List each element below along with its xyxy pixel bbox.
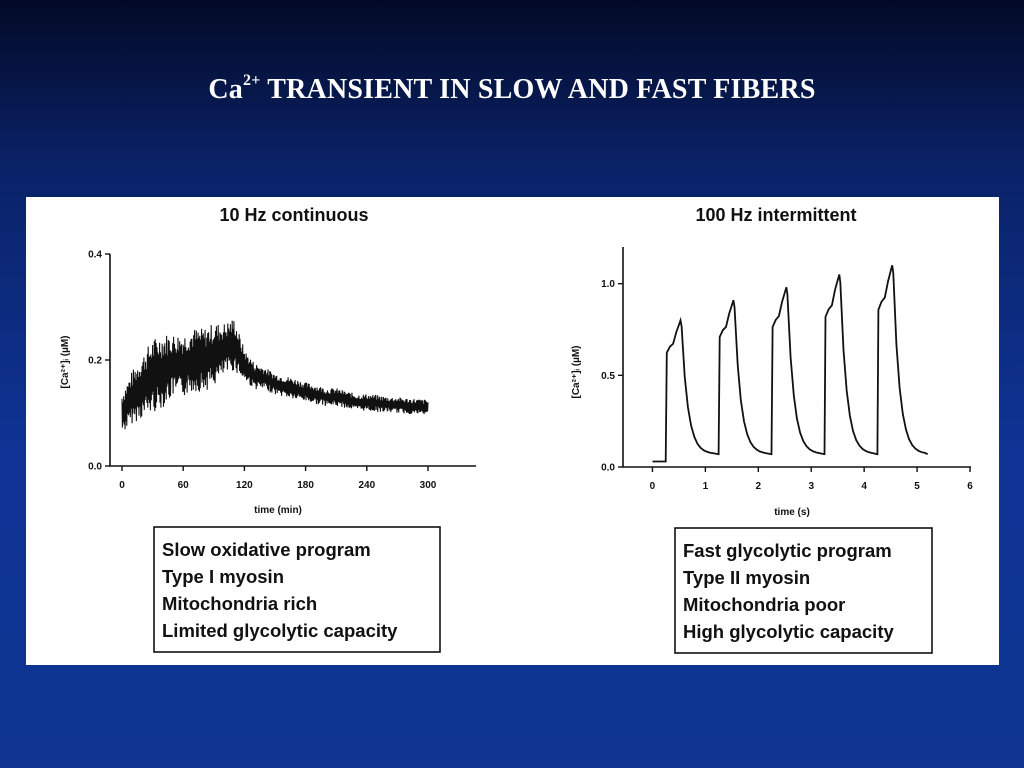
ytick-label: 1.0 [601,279,615,290]
chart-right-axes [622,247,971,468]
left-box-line-1: Slow oxidative program [162,539,371,560]
xtick-label: 300 [420,480,437,491]
right-box-line-2: Type II myosin [683,567,810,588]
left-box-line-2: Type I myosin [162,566,284,587]
chart-right-xlabel: time (s) [774,507,810,518]
xtick-label: 2 [756,481,762,492]
chart-left-ylabel: [Ca²⁺]ᵢ (µM) [60,336,71,389]
chart-right: 100 Hz intermittent 0.0 0.5 1.0 0 1 2 3 4 5 6 ti… [571,205,973,654]
xtick-label: 180 [297,480,314,491]
left-box-line-4: Limited glycolytic capacity [162,620,398,641]
right-box-line-1: Fast glycolytic program [683,540,892,561]
chart-left-xticks: 0 60 120 180 240 300 [119,466,437,491]
chart-right-trace [652,265,929,463]
figure-panel: 10 Hz continuous 0.0 0.2 0.4 0 60 120 180 240 3… [26,197,999,665]
xtick-label: 0 [650,481,656,492]
right-box-line-4: High glycolytic capacity [683,621,894,642]
xtick-label: 240 [358,480,375,491]
xtick-label: 6 [967,481,973,492]
xtick-label: 0 [119,480,125,491]
slide-title: Ca2+ TRANSIENT IN SLOW AND FAST FIBERS [0,72,1024,106]
ytick-label: 0.4 [88,250,102,261]
ytick-label: 0.0 [601,463,615,474]
xtick-label: 1 [703,481,709,492]
chart-left-xlabel: time (min) [254,505,302,516]
right-legend-box [674,527,933,654]
xtick-label: 5 [914,481,920,492]
title-main: TRANSIENT IN SLOW AND FAST FIBERS [260,74,816,105]
chart-left-yticks: 0.0 0.2 0.4 [88,250,110,473]
xtick-label: 60 [178,480,190,491]
chart-right-yticks: 0.0 0.5 1.0 [601,279,623,474]
chart-left-title: 10 Hz continuous [219,205,368,225]
right-box-line-3: Mitochondria poor [683,594,845,615]
chart-left: 10 Hz continuous 0.0 0.2 0.4 0 60 120 180 240 3… [60,205,476,653]
left-legend-box [153,526,441,653]
chart-right-title: 100 Hz intermittent [695,205,856,225]
xtick-label: 3 [808,481,814,492]
figure-svg: 10 Hz continuous 0.00.20.4 0 60 120 180 240 3… [60,205,973,654]
left-box-line-3: Mitochondria rich [162,593,317,614]
ytick-label: 0.2 [88,356,102,367]
xtick-label: 120 [236,480,253,491]
title-ca-prefix: Ca [208,74,244,105]
chart-right-ylabel: [Ca²⁺]ᵢ (µM) [571,346,582,399]
chart-right-xticks: 0 1 2 3 4 5 6 [650,467,973,492]
title-superscript: 2+ [243,72,261,89]
ytick-label: 0.0 [88,462,102,473]
ytick-label: 0.5 [601,371,615,382]
xtick-label: 4 [861,481,867,492]
chart-left-trace [121,320,429,430]
